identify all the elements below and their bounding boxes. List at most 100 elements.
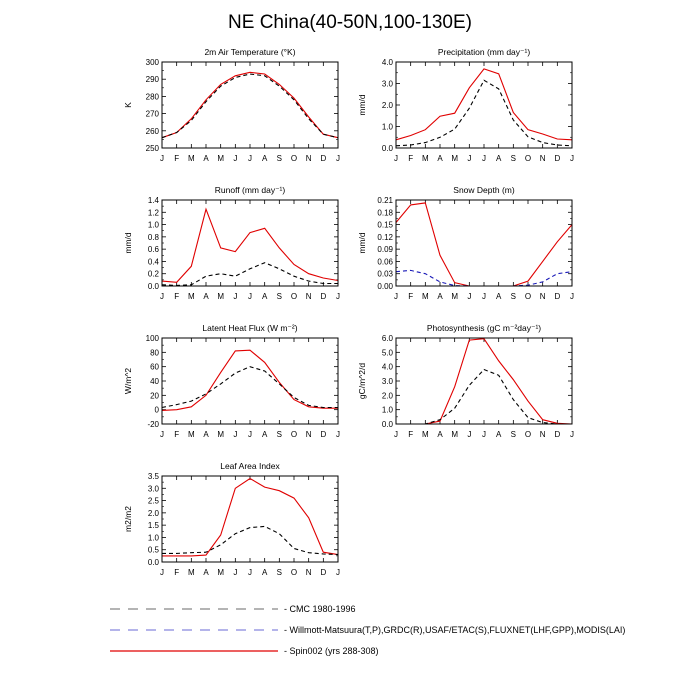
- x-tick-label: J: [233, 568, 237, 577]
- x-tick-label: A: [496, 154, 502, 163]
- chart-panel-5: Photosynthesis (gC m⁻²day⁻¹) gC/m^2/d 0.0 1…: [357, 323, 574, 439]
- x-tick-label: S: [277, 154, 282, 163]
- x-tick-label: D: [554, 430, 560, 439]
- x-tick-label: S: [277, 430, 282, 439]
- y-tick-label: 0.5: [148, 546, 160, 555]
- y-tick-label: -20: [147, 420, 159, 429]
- y-tick-label: 3.0: [382, 80, 394, 89]
- series-line-model: [161, 71, 339, 139]
- y-tick-label: 1.0: [148, 221, 160, 230]
- x-tick-label: N: [306, 292, 312, 301]
- series-line-model: [162, 477, 339, 557]
- x-tick-label: J: [336, 430, 340, 439]
- chart-panel-1: Precipitation (mm day⁻¹) mm/d 0.0 1.0 2.0 3.0…: [357, 47, 574, 163]
- x-tick-label: J: [160, 292, 164, 301]
- y-tick-label: 4.0: [382, 58, 394, 67]
- x-tick-label: M: [451, 154, 458, 163]
- chart-title: Snow Depth (m): [453, 185, 515, 195]
- chart-panel-4: Latent Heat Flux (W m⁻²) W/m^2 -20 0 20 40 60 8…: [123, 323, 340, 439]
- y-axis-label: m2/m2: [123, 506, 133, 532]
- x-tick-label: M: [451, 430, 458, 439]
- x-tick-label: A: [203, 430, 209, 439]
- y-tick-label: 270: [146, 110, 160, 119]
- y-tick-label: 290: [146, 75, 160, 84]
- x-tick-label: J: [233, 292, 237, 301]
- x-tick-label: O: [525, 154, 531, 163]
- y-tick-label: 3.5: [148, 472, 160, 481]
- x-tick-label: J: [248, 292, 252, 301]
- x-tick-label: J: [394, 430, 398, 439]
- chart-panel-6: Leaf Area Index m2/m2 0.0 0.5 1.0 1.5 2.0 2.5 3.…: [123, 461, 340, 577]
- x-tick-label: J: [160, 568, 164, 577]
- x-tick-label: M: [422, 430, 429, 439]
- y-tick-label: 0.6: [148, 245, 160, 254]
- figure-title: NE China(40-50N,100-130E): [228, 12, 472, 33]
- y-tick-label: 0.00: [377, 282, 393, 291]
- y-tick-label: 280: [146, 92, 160, 101]
- y-tick-label: 3.0: [382, 377, 394, 386]
- series-line-model: [395, 202, 573, 287]
- x-tick-label: F: [174, 154, 179, 163]
- x-tick-label: J: [233, 154, 237, 163]
- x-tick-label: O: [291, 154, 297, 163]
- y-tick-label: 0.09: [377, 245, 393, 254]
- series-line-model: [395, 68, 573, 141]
- x-tick-label: F: [408, 430, 413, 439]
- series-line-cmc: [161, 366, 338, 409]
- y-tick-label: 1.4: [148, 196, 160, 205]
- x-tick-label: M: [217, 430, 224, 439]
- y-tick-label: 260: [146, 127, 160, 136]
- x-tick-label: F: [174, 430, 179, 439]
- x-tick-label: A: [203, 292, 209, 301]
- x-tick-label: M: [188, 430, 195, 439]
- x-tick-label: J: [482, 154, 486, 163]
- y-axis-label: K: [123, 102, 133, 108]
- chart-panel-0: 2m Air Temperature (°K) K 250 260 270 280 290 3…: [123, 47, 340, 163]
- y-tick-label: 5.0: [382, 348, 394, 357]
- y-tick-label: 1.0: [148, 533, 160, 542]
- x-tick-label: S: [277, 292, 282, 301]
- x-tick-label: M: [422, 154, 429, 163]
- chart-title: Photosynthesis (gC m⁻²day⁻¹): [427, 323, 541, 333]
- x-tick-label: J: [336, 154, 340, 163]
- x-tick-label: J: [467, 154, 471, 163]
- chart-title: 2m Air Temperature (°K): [204, 47, 295, 57]
- x-tick-label: J: [570, 154, 574, 163]
- y-axis-label: mm/d: [123, 232, 133, 254]
- y-tick-label: 0.03: [377, 270, 393, 279]
- y-axis-label: W/m^2: [123, 368, 133, 394]
- x-tick-label: S: [277, 568, 282, 577]
- y-axis-label: mm/d: [357, 232, 367, 254]
- y-tick-label: 0.0: [148, 282, 160, 291]
- y-tick-label: 0.18: [377, 208, 393, 217]
- legend: - CMC 1980-1996 - Willmott-Matsuura(T,P),…: [110, 604, 625, 656]
- x-tick-label: A: [437, 430, 443, 439]
- series-line-model: [396, 338, 573, 425]
- y-tick-label: 1.0: [382, 406, 394, 415]
- x-tick-label: M: [422, 292, 429, 301]
- y-tick-label: 100: [146, 334, 160, 343]
- series-line-cmc: [396, 368, 572, 425]
- x-tick-label: J: [570, 430, 574, 439]
- y-tick-label: 2.0: [382, 101, 394, 110]
- x-tick-label: S: [511, 292, 516, 301]
- y-axis-label: gC/m^2/d: [357, 363, 367, 399]
- chart-title: Latent Heat Flux (W m⁻²): [202, 323, 297, 333]
- x-tick-label: J: [248, 568, 252, 577]
- x-tick-label: O: [525, 292, 531, 301]
- y-tick-label: 250: [146, 144, 160, 153]
- x-tick-label: J: [482, 292, 486, 301]
- x-tick-label: F: [174, 292, 179, 301]
- x-tick-label: A: [262, 568, 268, 577]
- y-tick-label: 0.2: [148, 270, 160, 279]
- x-tick-label: M: [188, 154, 195, 163]
- y-tick-label: 20: [150, 391, 159, 400]
- x-tick-label: A: [437, 154, 443, 163]
- x-tick-label: J: [160, 430, 164, 439]
- x-tick-label: D: [320, 568, 326, 577]
- x-tick-label: N: [540, 292, 546, 301]
- x-tick-label: M: [451, 292, 458, 301]
- y-tick-label: 0.8: [148, 233, 160, 242]
- x-tick-label: J: [248, 154, 252, 163]
- chart-title: Runoff (mm day⁻¹): [215, 185, 286, 195]
